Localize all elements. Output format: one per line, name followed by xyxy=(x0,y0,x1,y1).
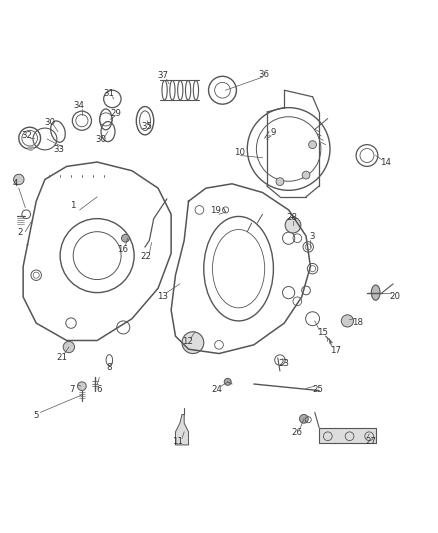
Circle shape xyxy=(63,341,74,353)
Ellipse shape xyxy=(371,285,380,300)
Text: 32: 32 xyxy=(21,131,32,140)
Circle shape xyxy=(224,378,231,385)
Text: 18: 18 xyxy=(352,318,363,327)
Circle shape xyxy=(309,141,317,149)
Text: 1: 1 xyxy=(71,201,76,210)
Circle shape xyxy=(341,315,353,327)
Text: 30: 30 xyxy=(45,117,56,126)
Text: 30: 30 xyxy=(95,135,106,144)
Text: ●: ● xyxy=(26,143,33,152)
Text: 29: 29 xyxy=(110,109,121,118)
Circle shape xyxy=(14,174,24,184)
Text: 6: 6 xyxy=(96,385,102,394)
Text: 15: 15 xyxy=(317,328,328,337)
Text: 36: 36 xyxy=(258,70,269,79)
Text: 4: 4 xyxy=(13,179,18,188)
Text: 7: 7 xyxy=(69,385,74,394)
Text: 12: 12 xyxy=(182,337,193,346)
Text: 9: 9 xyxy=(271,128,276,137)
Text: 11: 11 xyxy=(172,438,183,447)
Text: 35: 35 xyxy=(141,122,153,131)
Circle shape xyxy=(276,177,284,185)
Text: 17: 17 xyxy=(330,345,341,354)
Text: 21: 21 xyxy=(56,352,67,361)
Text: 10: 10 xyxy=(234,148,245,157)
Text: 2: 2 xyxy=(18,228,23,237)
Text: 27: 27 xyxy=(365,437,376,446)
Text: 22: 22 xyxy=(141,253,152,261)
Circle shape xyxy=(302,171,310,179)
Polygon shape xyxy=(319,427,376,443)
Text: 31: 31 xyxy=(104,89,115,98)
Circle shape xyxy=(121,235,129,242)
Text: 3: 3 xyxy=(310,231,315,240)
Text: 25: 25 xyxy=(313,385,324,394)
Circle shape xyxy=(285,217,301,233)
Circle shape xyxy=(78,382,86,391)
Text: 24: 24 xyxy=(212,385,223,394)
Text: 5: 5 xyxy=(33,411,39,420)
Text: 23: 23 xyxy=(278,359,289,368)
Polygon shape xyxy=(176,415,188,445)
Text: 13: 13 xyxy=(157,292,168,301)
Text: 28: 28 xyxy=(286,213,297,222)
Text: 37: 37 xyxy=(158,71,169,80)
Text: 33: 33 xyxy=(53,146,64,155)
Text: 20: 20 xyxy=(390,292,401,301)
Circle shape xyxy=(182,332,204,353)
Text: 8: 8 xyxy=(106,363,112,372)
Circle shape xyxy=(300,415,308,423)
Text: 34: 34 xyxy=(73,101,85,110)
Text: 19: 19 xyxy=(210,206,221,215)
Text: 16: 16 xyxy=(117,245,128,254)
Text: 14: 14 xyxy=(380,158,391,167)
Text: 26: 26 xyxy=(291,428,302,437)
